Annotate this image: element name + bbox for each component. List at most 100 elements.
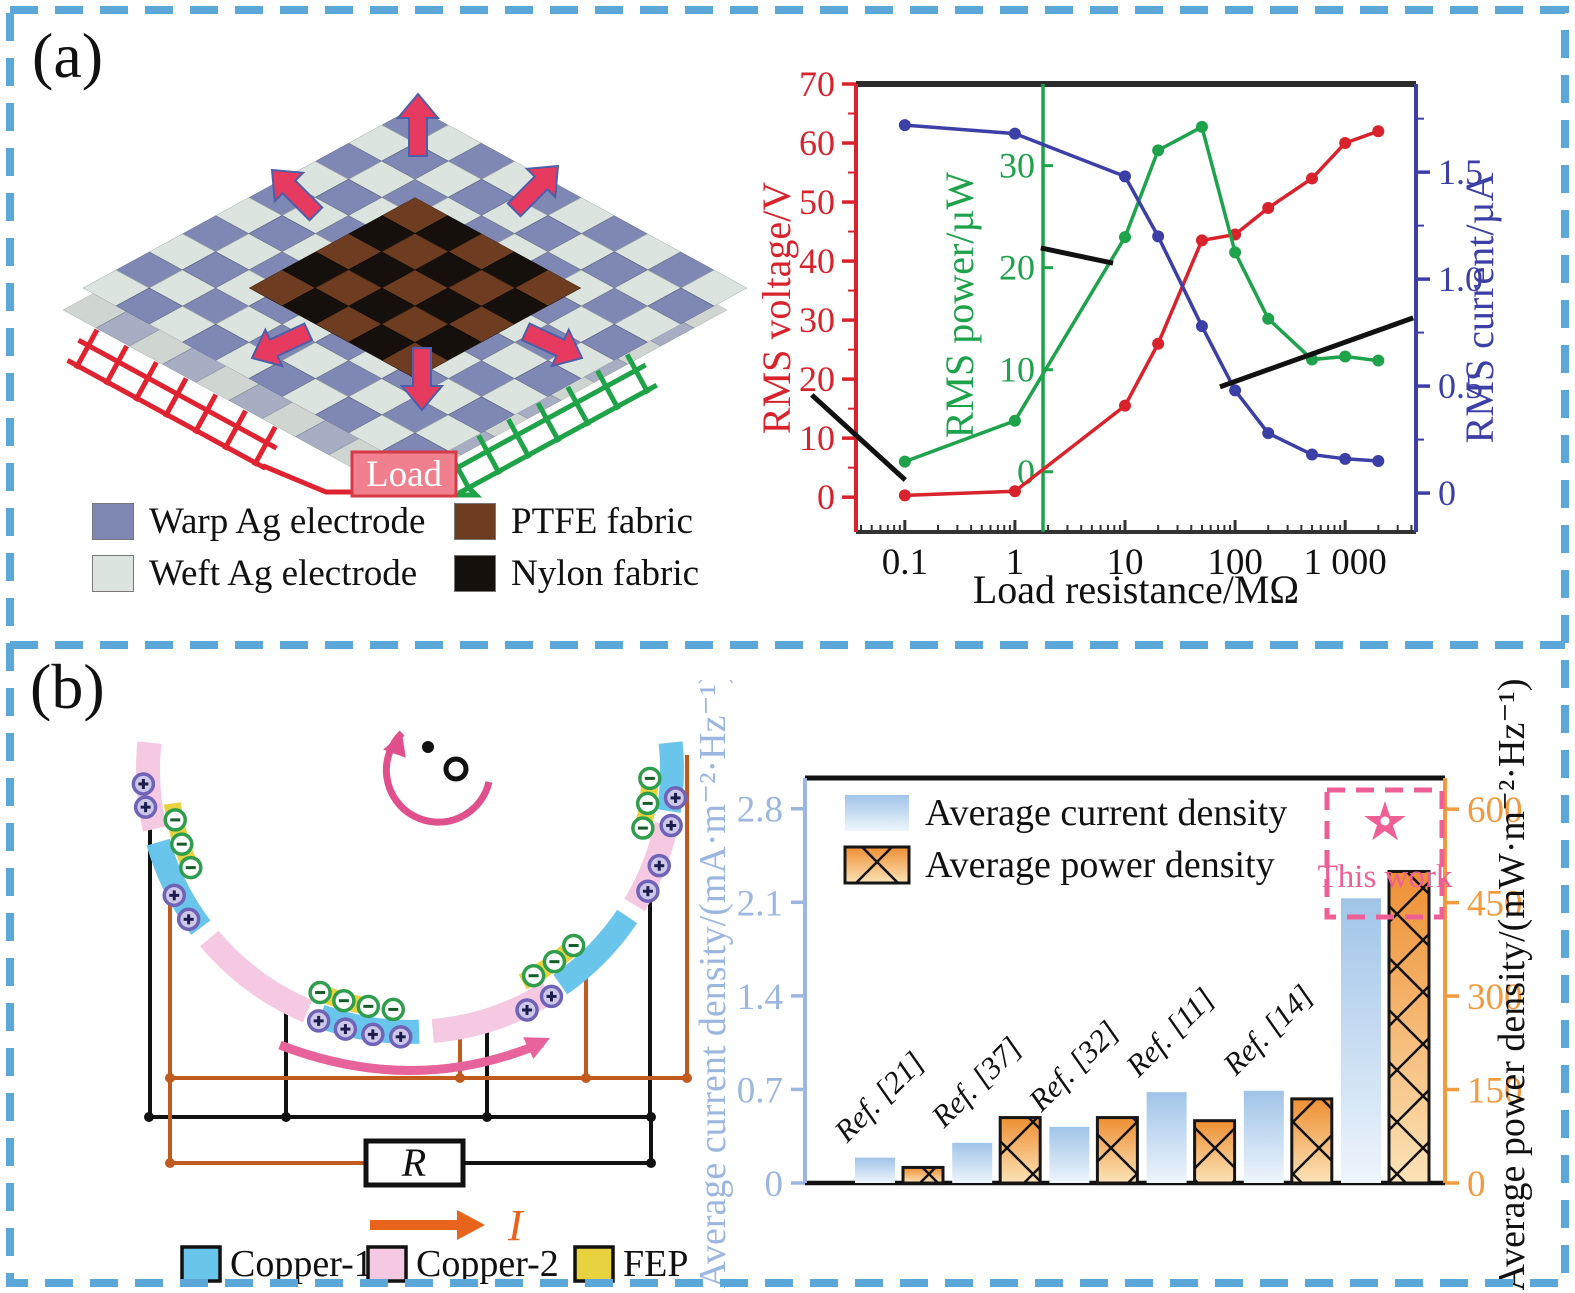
current-data-point [898,119,911,132]
current-data-point [1306,448,1319,461]
power-tick-label: 20 [999,248,1035,288]
copper2-swatch-icon [366,1245,408,1283]
voltage-data-point [1372,125,1385,138]
positive-charge-icon [647,853,672,878]
voltage-tick-label: 70 [799,64,835,104]
current-tick-label: 0 [1438,473,1456,513]
rotor-legend: Copper-1 Copper-2 FEP [180,1243,688,1285]
legend-item-weft: Weft Ag electrode [92,552,444,595]
current-density-legend-label: Average current density [925,792,1287,834]
current-data-point [1339,452,1352,465]
ptfe-swatch-icon [454,503,496,540]
load-box: Load [350,450,458,498]
copper2-label: Copper-2 [416,1243,559,1285]
current-data-point [1008,127,1021,140]
power-data-point [1152,144,1165,157]
voltage-tick-label: 10 [799,418,835,458]
category-label: Ref. [11] [1118,981,1221,1084]
voltage-data-point [898,489,911,502]
power-density-tick-label: 0 [1467,1164,1486,1205]
current-data-point [1152,230,1165,243]
current-data-point [1119,170,1132,183]
negative-charge-icon [169,832,194,856]
resistor-label: R [401,1140,426,1185]
voltage-tick-label: 30 [799,300,835,340]
voltage-tick-label: 20 [799,359,835,399]
x-axis-title: Load resistance/MΩ [973,567,1299,612]
nylon-label: Nylon fabric [511,553,700,594]
voltage-data-point [1306,172,1319,185]
fep-label: FEP [623,1243,688,1285]
category-label: Ref. [14] [1215,978,1320,1083]
voltage-data-point [1339,137,1352,150]
current-data-point [1262,427,1275,440]
current-density-bar [1341,898,1381,1183]
current-density-bar [1146,1092,1187,1183]
copper1-label: Copper-1 [230,1243,373,1285]
negative-charge-icon [308,980,332,1005]
negative-charge-icon [521,963,546,988]
current-density-legend-swatch [845,795,909,831]
current-axis-title: RMS current/µA [1457,172,1502,443]
positive-charge-icon [162,883,187,908]
positive-charge-icon [306,1009,331,1033]
power-tick-label: 30 [999,146,1035,186]
power-data-point [1008,414,1021,427]
voltage-tick-label: 40 [799,241,835,281]
weft-swatch-icon [92,555,134,592]
callout-line [1219,315,1415,390]
voltage-axis-title: RMS voltage/V [754,182,799,434]
current-density-tick-label: 2.1 [737,883,783,924]
resistor: R [363,1138,466,1188]
negative-charge-icon [356,994,381,1019]
nylon-swatch-icon [454,555,496,592]
negative-charge-icon [178,855,203,880]
voltage-tick-label: 0 [817,477,835,517]
this-work-label: This work [1318,859,1453,895]
positive-charge-icon [539,984,564,1009]
fep-swatch-icon [573,1245,615,1283]
power-data-point [1372,354,1385,367]
voltage-data-point [1152,337,1165,350]
voltage-data-point [1008,485,1021,498]
fabric-legend: Warp Ag electrode PTFE fabric Weft Ag el… [92,500,699,595]
weft-label: Weft Ag electrode [149,553,418,594]
positive-charge-icon [131,772,156,796]
negative-charge-icon [631,816,655,840]
legend-item-warp: Warp Ag electrode [92,500,444,543]
power-density-axis-title: Average power density/(mW·m⁻²·Hz⁻¹) [1491,680,1533,1290]
power-data-point [1119,231,1132,244]
load-label: Load [366,454,443,495]
current-data-point [1372,454,1385,467]
current-data-point [1229,384,1242,397]
current-density-axis-title: Average current density/(mA·m⁻²·Hz⁻¹) [695,680,734,1289]
current-density-tick-label: 0 [765,1164,784,1205]
positive-charge-icon [515,998,539,1022]
category-label: Ref. [21] [826,1045,931,1150]
negative-charge-icon [638,766,662,791]
rotor-diagram: R I Copper-1 Copper-2 FEP [131,730,692,1285]
voltage-tick-label: 60 [799,123,835,163]
category-label: Ref. [32] [1021,1014,1126,1119]
x-tick-label: 0.1 [882,542,928,583]
current-density-bar [1049,1126,1090,1183]
negative-charge-icon [635,791,660,816]
copper2-segment [200,930,313,1023]
current-density-tick-label: 2.8 [737,790,783,831]
legend-item-nylon: Nylon fabric [454,552,699,595]
negative-charge-icon [561,933,586,958]
power-data-point [1229,246,1242,259]
copper1-swatch-icon [180,1245,222,1283]
warp-swatch-icon [92,503,134,540]
current-density-tick-label: 1.4 [737,977,783,1018]
rotation-axis-icon [382,730,493,826]
power-data-point [1339,350,1352,363]
power-tick-label: 10 [999,350,1035,390]
positive-charge-icon [636,879,660,903]
positive-charge-icon [663,786,688,810]
positive-charge-icon [388,1025,413,1049]
voltage-data-point [1262,201,1275,214]
